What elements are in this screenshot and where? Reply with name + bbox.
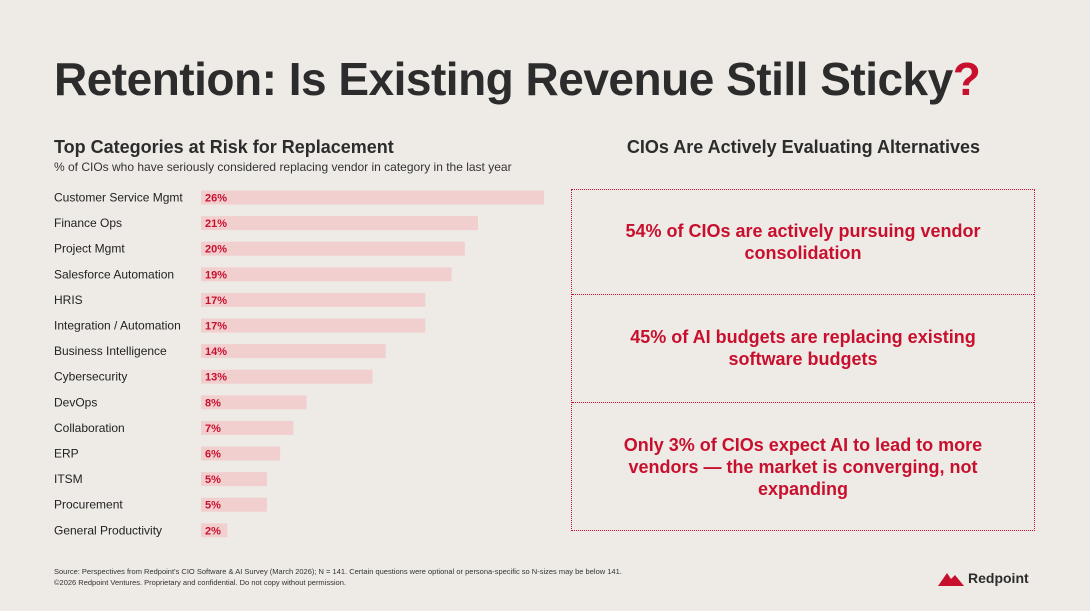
category-label: HRIS — [54, 293, 83, 307]
bar — [201, 446, 281, 461]
bar-value-label: 17% — [205, 321, 227, 333]
bar-value-label: 6% — [205, 449, 221, 461]
bar — [201, 267, 452, 282]
category-label: ITSM — [54, 472, 83, 486]
bar-value-label: 19% — [205, 269, 227, 281]
bar-value-label: 20% — [205, 244, 227, 256]
callout-divider — [572, 402, 1034, 403]
category-label: General Productivity — [54, 523, 162, 537]
bar — [201, 344, 386, 359]
bar — [201, 523, 228, 538]
bar — [201, 216, 479, 231]
bar — [201, 190, 544, 205]
bar-value-label: 21% — [205, 218, 227, 230]
category-label: DevOps — [54, 395, 97, 409]
bar-value-label: 26% — [205, 193, 227, 205]
bar — [201, 369, 373, 384]
bar-value-label: 5% — [205, 500, 221, 512]
bar-value-label: 2% — [205, 525, 221, 537]
bar-value-label: 7% — [205, 423, 221, 435]
bar — [201, 497, 267, 512]
redpoint-logo: Redpoint — [938, 570, 1029, 586]
bar — [201, 420, 294, 435]
page-title-text: Retention: Is Existing Revenue Still Sti… — [54, 53, 953, 105]
bar — [201, 472, 267, 487]
category-label: Business Intelligence — [54, 344, 167, 358]
copyright-note: ©2026 Redpoint Ventures. Proprietary and… — [54, 578, 346, 587]
bar — [201, 241, 465, 256]
callout-divider — [572, 294, 1034, 295]
bar-value-label: 17% — [205, 295, 227, 307]
source-note: Source: Perspectives from Redpoint’s CIO… — [54, 567, 622, 576]
chart-header: Top Categories at Risk for Replacement %… — [54, 137, 512, 174]
category-label: Customer Service Mgmt — [54, 191, 183, 205]
bar-value-label: 5% — [205, 474, 221, 486]
bar — [201, 395, 307, 410]
chart-subtitle: % of CIOs who have seriously considered … — [54, 160, 512, 174]
footer-notes: Source: Perspectives from Redpoint’s CIO… — [54, 566, 622, 588]
callouts-title: CIOs Are Actively Evaluating Alternative… — [626, 137, 981, 157]
callout-consolidation: 54% of CIOs are actively pursuing vendor… — [625, 221, 981, 263]
category-label: ERP — [54, 447, 79, 461]
callout-ai-budgets: 45% of AI budgets are replacing existing… — [630, 327, 976, 369]
category-label: Cybersecurity — [54, 370, 127, 384]
bar — [201, 292, 426, 307]
category-label: Collaboration — [54, 421, 125, 435]
category-label: Procurement — [54, 498, 123, 512]
bar — [201, 318, 426, 333]
chart-title: Top Categories at Risk for Replacement — [54, 137, 394, 157]
logo-text: Redpoint — [968, 570, 1029, 586]
redpoint-mountain-icon — [938, 573, 964, 586]
category-label: Finance Ops — [54, 216, 122, 230]
category-label: Integration / Automation — [54, 319, 181, 333]
bar-value-label: 8% — [205, 397, 221, 409]
question-mark: ? — [952, 53, 981, 105]
bar-value-label: 13% — [205, 372, 227, 384]
category-label: Salesforce Automation — [54, 267, 174, 281]
page-title: Retention: Is Existing Revenue Still Sti… — [54, 52, 981, 106]
callouts-box: 54% of CIOs are actively pursuing vendor… — [571, 189, 1035, 531]
bar-value-label: 14% — [205, 346, 227, 358]
callout-vendors: Only 3% of CIOs expect AI to lead to mor… — [623, 435, 983, 499]
category-label: Project Mgmt — [54, 242, 125, 256]
